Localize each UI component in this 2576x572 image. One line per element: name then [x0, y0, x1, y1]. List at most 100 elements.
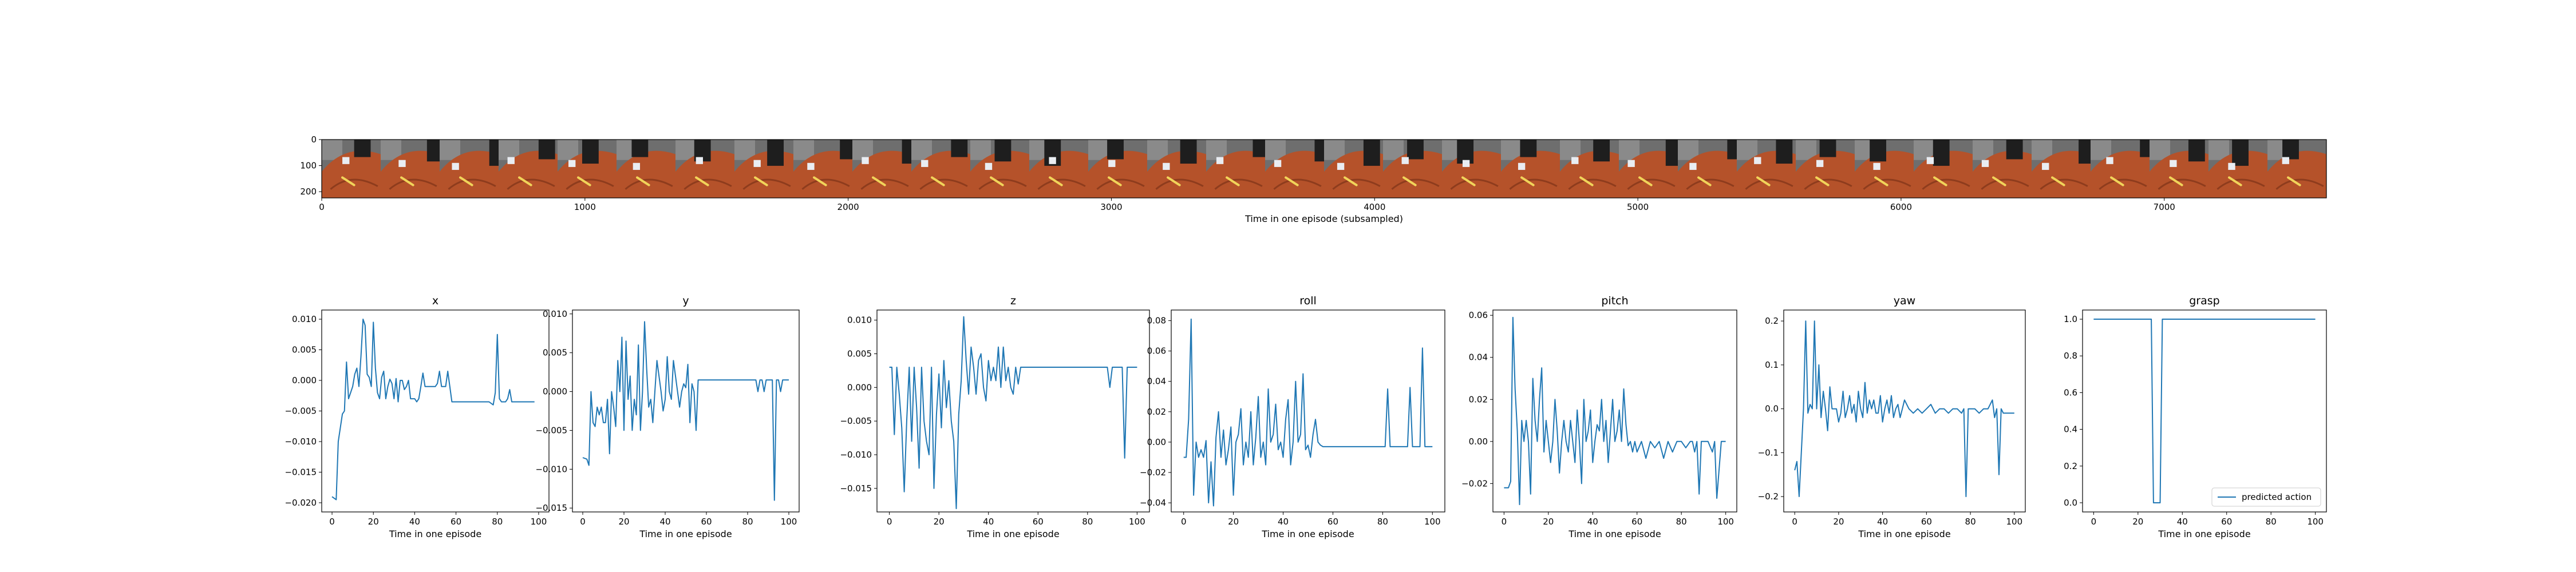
- chart-title: x: [432, 295, 438, 307]
- marker: [813, 176, 827, 186]
- x-tick-label: 0: [329, 517, 335, 527]
- marker: [1520, 176, 1535, 186]
- cube: [696, 157, 703, 164]
- marker: [2228, 176, 2242, 186]
- x-tick-label: 0: [1502, 517, 1507, 527]
- camera-frame: [1855, 140, 1914, 198]
- camera-frame: [2267, 140, 2327, 198]
- frame-object-shade: [1686, 178, 1735, 190]
- y-tick-label: −0.015: [285, 467, 317, 477]
- frame-object-shade: [1804, 178, 1852, 190]
- camera-frame: [1206, 140, 1270, 198]
- camera-frame: [2150, 140, 2209, 198]
- cube: [2170, 160, 2177, 167]
- chart-z: z 0 20 40 60 80 100 −0.015 −0.010 −0.005 0.000 0.00…: [840, 295, 1150, 539]
- camera-frame: [499, 140, 558, 198]
- filmstrip-panel: 0 1000 2000 3000 4000 5000 6000 7000 0 100 200 Time…: [300, 134, 2327, 224]
- y-tick-label: 0.0: [1765, 404, 1779, 414]
- frame-object-shade: [1568, 178, 1617, 190]
- frame-object-shade: [1155, 178, 1204, 190]
- x-tick-label: 20: [1228, 517, 1239, 527]
- frame-object-shade: [2040, 178, 2088, 190]
- y-tick-label: 0.04: [1147, 376, 1166, 387]
- gripper: [1180, 140, 1197, 164]
- gripper: [582, 140, 599, 164]
- gripper: [1457, 140, 1474, 164]
- y-tick-label: 0.08: [1147, 316, 1166, 326]
- frame-object-shade: [625, 178, 673, 190]
- camera-frame: [911, 140, 971, 198]
- camera-frame: [1147, 140, 1207, 198]
- legend-label: predicted action: [2242, 492, 2312, 502]
- camera-frame: [381, 140, 444, 198]
- x-axis-label: Time in one episode: [1858, 529, 1950, 539]
- y-tick-label: 0.04: [1469, 352, 1488, 363]
- y-tick-label: 0.02: [1469, 394, 1488, 404]
- y-tick-label: −0.010: [285, 436, 317, 447]
- x-tick-label: 40: [1877, 517, 1888, 527]
- series-line-x: [331, 319, 535, 500]
- x-tick-label: 40: [1587, 517, 1598, 527]
- y-tick-label: 0.000: [543, 387, 567, 397]
- marker: [577, 176, 591, 186]
- cube: [2228, 162, 2235, 170]
- plot-area: [1171, 309, 1445, 513]
- marker: [931, 176, 945, 186]
- x-tick-label: 40: [409, 517, 420, 527]
- frame-wall: [1088, 140, 1109, 160]
- marker: [1402, 176, 1417, 186]
- cube: [2282, 157, 2289, 164]
- y-tick-label: −0.005: [840, 416, 872, 426]
- series-line-yaw: [1794, 320, 2014, 498]
- marker: [1874, 176, 1888, 186]
- cube: [1108, 160, 1116, 167]
- cube: [1689, 162, 1697, 170]
- filmstrip-x-tick-label: 1000: [574, 202, 596, 212]
- y-tick-label: −0.02: [1461, 478, 1488, 488]
- camera-frame: [675, 140, 735, 198]
- marker: [400, 176, 414, 186]
- marker: [2051, 176, 2065, 186]
- frame-object: [1088, 150, 1147, 198]
- frame-wall: [1973, 140, 1994, 160]
- marker: [2110, 176, 2124, 186]
- frame-object-shade: [1509, 178, 1558, 190]
- camera-frame: [1914, 140, 1973, 198]
- marker: [1992, 176, 2006, 186]
- y-tick-label: 0.010: [292, 314, 317, 324]
- frame-object-shade: [1981, 178, 2029, 190]
- y-tick-label: 0.005: [543, 348, 567, 358]
- frame-object-shade: [1745, 178, 1793, 190]
- marker: [1815, 176, 1830, 186]
- legend-box: [2211, 487, 2321, 507]
- frame-wall: [381, 140, 402, 160]
- frame-object: [1855, 150, 1914, 198]
- filmstrip-x-tick-label: 4000: [1364, 202, 1385, 212]
- frame-object: [440, 150, 499, 198]
- y-tick-label: −0.04: [1140, 498, 1166, 508]
- frame-wall: [1383, 140, 1404, 160]
- frame-object: [617, 150, 675, 198]
- filmstrip-x-tick-label: 3000: [1100, 202, 1122, 212]
- x-axis-label: Time in one episode: [1568, 529, 1661, 539]
- filmstrip-y-tick-label: 0: [311, 134, 317, 145]
- filmstrip-x-tick-label: 6000: [1890, 202, 1912, 212]
- camera-frame: [793, 140, 857, 198]
- frame-object: [2091, 150, 2150, 198]
- x-tick-label: 40: [2177, 517, 2188, 527]
- frame-object-shade: [448, 178, 496, 190]
- chart-x: x 0 20 40 60 80 100 −0.020 −0.015 −0.010 −0.005 0.0…: [285, 295, 550, 539]
- camera-frame: [1619, 140, 1682, 198]
- frame-object-shade: [919, 178, 968, 190]
- x-tick-label: 100: [1424, 517, 1441, 527]
- camera-frame: [1088, 140, 1148, 198]
- filmstrip-border: [321, 139, 2327, 198]
- frame-object: [970, 150, 1029, 198]
- marker: [1638, 176, 1653, 186]
- x-tick-label: 60: [701, 517, 712, 527]
- chart-title: y: [682, 295, 689, 307]
- marker: [1461, 176, 1476, 186]
- x-tick-label: 80: [1377, 517, 1388, 527]
- frame-object: [1442, 150, 1501, 198]
- cube: [985, 162, 993, 170]
